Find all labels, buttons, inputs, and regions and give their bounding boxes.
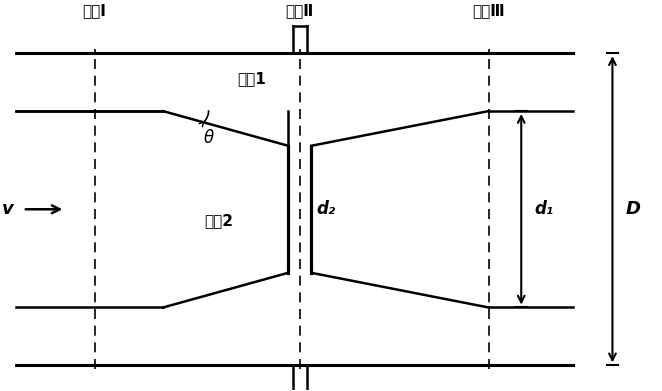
Text: D: D [626, 200, 640, 218]
Text: 截面Ⅰ: 截面Ⅰ [83, 4, 107, 19]
Text: 截面Ⅲ: 截面Ⅲ [473, 4, 505, 19]
Text: d₁: d₁ [534, 200, 553, 218]
Text: 流道2: 流道2 [205, 213, 234, 228]
Text: v: v [1, 200, 13, 218]
Text: 流道1: 流道1 [237, 71, 266, 86]
Text: 截面Ⅱ: 截面Ⅱ [285, 4, 314, 19]
Text: θ: θ [204, 129, 214, 147]
Text: d₂: d₂ [316, 200, 336, 218]
